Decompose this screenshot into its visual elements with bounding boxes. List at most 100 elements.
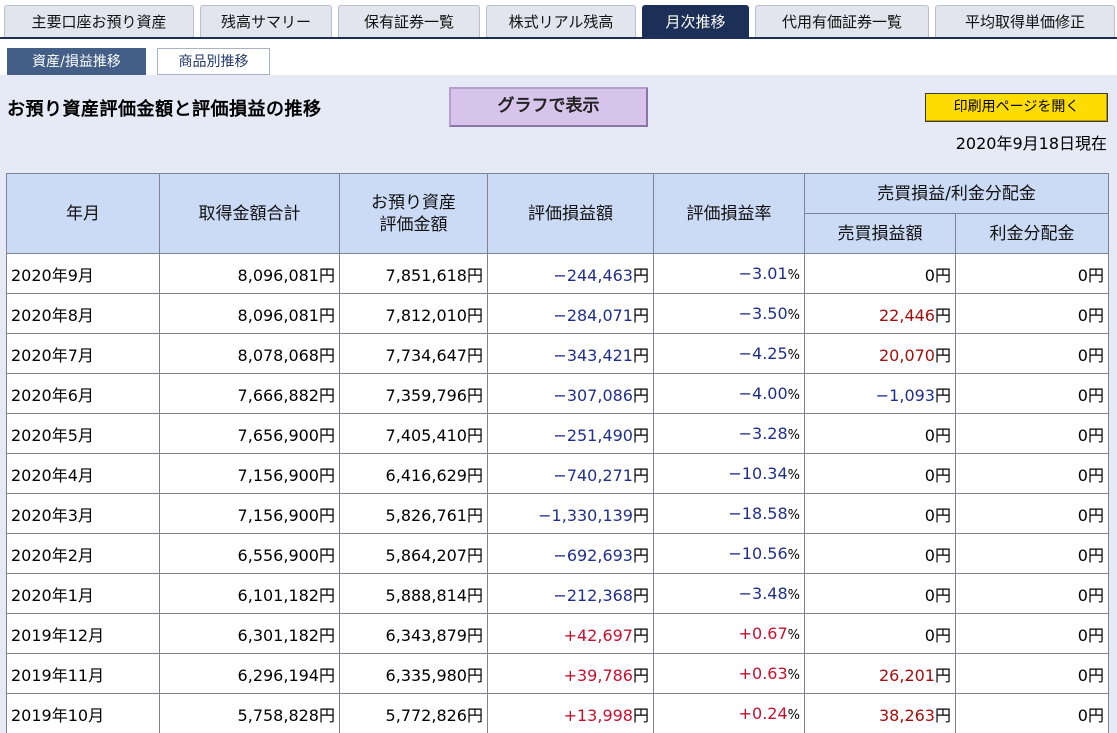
cell-unrealized-rate: −3.01% [653, 253, 805, 294]
cell-unrealized-rate-value: +0.24 [738, 704, 788, 723]
header-valuation: お預り資産 評価金額 [339, 173, 488, 254]
unit-label: 円 [318, 425, 335, 445]
tab-holdings-list[interactable]: 保有証券一覧 [338, 5, 480, 38]
cell-unrealized-pl: −343,421円 [487, 333, 654, 374]
unit-label: 円 [632, 425, 649, 445]
unit-label: 円 [632, 305, 649, 325]
unit-label: 円 [632, 345, 649, 365]
tab-monthly-trend[interactable]: 月次推移 [642, 5, 749, 38]
cell-acquisition: 7,656,900円 [159, 413, 340, 454]
header-unrealized-pl: 評価損益額 [487, 173, 654, 254]
open-print-page-button[interactable]: 印刷用ページを開く [925, 93, 1108, 122]
cell-valuation-value: 7,812,010 [385, 305, 467, 325]
show-graph-button[interactable]: グラフで表示 [449, 87, 648, 127]
cell-month-value: 2020年6月 [11, 385, 94, 405]
unit-label: 円 [934, 665, 951, 685]
cell-realized-pl-value: 22,446 [879, 305, 935, 325]
unit-label: 円 [934, 265, 951, 285]
page-title: お預り資産評価金額と評価損益の推移 [7, 99, 322, 120]
cell-realized-pl: 38,263円 [804, 693, 956, 733]
cell-valuation: 5,772,826円 [339, 693, 488, 733]
cell-acquisition: 6,556,900円 [159, 533, 340, 574]
cell-unrealized-rate: −4.25% [653, 333, 805, 374]
cell-valuation: 5,826,761円 [339, 493, 488, 534]
cell-dividend: 0円 [955, 533, 1109, 574]
cell-unrealized-pl: −692,693円 [487, 533, 654, 574]
tab-balance-summary[interactable]: 残高サマリー [200, 5, 332, 38]
unit-label: 円 [466, 305, 483, 325]
unit-label: 円 [466, 585, 483, 605]
cell-dividend: 0円 [955, 333, 1109, 374]
unit-label: 円 [632, 265, 649, 285]
cell-valuation-value: 6,416,629 [385, 465, 467, 485]
unit-label: 円 [1087, 545, 1104, 565]
unit-label: 円 [1087, 305, 1104, 325]
subtab-product-trend[interactable]: 商品別推移 [157, 48, 270, 75]
unit-label: 円 [934, 345, 951, 365]
cell-month-value: 2020年1月 [11, 585, 94, 605]
cell-unrealized-pl-value: +42,697 [563, 625, 633, 645]
unit-label: 円 [318, 585, 335, 605]
cell-realized-pl-value: 0 [924, 465, 935, 485]
unit-label: % [787, 548, 800, 563]
cell-dividend: 0円 [955, 413, 1109, 454]
tab-main-account-assets[interactable]: 主要口座お預り資産 [4, 5, 194, 38]
cell-realized-pl: 20,070円 [804, 333, 956, 374]
unit-label: 円 [934, 585, 951, 605]
cell-acquisition-value: 8,096,081 [237, 265, 319, 285]
cell-dividend-value: 0 [1077, 545, 1088, 565]
cell-dividend-value: 0 [1077, 305, 1088, 325]
tab-collateral-securities[interactable]: 代用有価証券一覧 [755, 5, 929, 38]
cell-dividend: 0円 [955, 293, 1109, 334]
cell-unrealized-rate-value: −10.56 [728, 544, 788, 563]
cell-unrealized-pl-value: −307,086 [553, 385, 633, 405]
table-row: 2020年5月 7,656,900円 7,405,410円 −251,490円 −3.2… [6, 413, 1109, 454]
unit-label: % [787, 468, 800, 483]
cell-month: 2019年10月 [6, 693, 160, 733]
cell-acquisition: 6,101,182円 [159, 573, 340, 614]
cell-valuation-value: 6,343,879 [385, 625, 467, 645]
cell-unrealized-rate-value: −3.01 [738, 264, 788, 283]
cell-month: 2020年5月 [6, 413, 160, 454]
cell-unrealized-pl-value: −1,330,139 [538, 505, 633, 525]
cell-unrealized-pl: +39,786円 [487, 653, 654, 694]
cell-month: 2020年7月 [6, 333, 160, 374]
cell-dividend: 0円 [955, 453, 1109, 494]
cell-realized-pl-value: 0 [924, 625, 935, 645]
subtab-asset-pl-trend[interactable]: 資産/損益推移 [7, 48, 146, 75]
tab-underline [0, 37, 1117, 39]
tab-average-cost-correction[interactable]: 平均取得単価修正 [935, 5, 1115, 38]
cell-month-value: 2020年8月 [11, 305, 94, 325]
unit-label: 円 [1087, 465, 1104, 485]
cell-acquisition: 8,096,081円 [159, 293, 340, 334]
cell-unrealized-rate-value: −4.00 [738, 384, 788, 403]
tab-stock-real-balance[interactable]: 株式リアル残高 [486, 5, 636, 38]
table-body: 2020年9月 8,096,081円 7,851,618円 −244,463円 −3.0… [6, 253, 1109, 733]
unit-label: 円 [318, 665, 335, 685]
cell-valuation-value: 6,335,980 [385, 665, 467, 685]
header-month: 年月 [6, 173, 160, 254]
cell-month-value: 2020年9月 [11, 265, 94, 285]
cell-acquisition: 6,296,194円 [159, 653, 340, 694]
cell-month: 2020年2月 [6, 533, 160, 574]
cell-unrealized-pl: −244,463円 [487, 253, 654, 294]
cell-acquisition-value: 7,666,882 [237, 385, 319, 405]
cell-acquisition-value: 6,556,900 [237, 545, 319, 565]
table-row: 2020年4月 7,156,900円 6,416,629円 −740,271円 −10.… [6, 453, 1109, 494]
cell-month: 2020年4月 [6, 453, 160, 494]
unit-label: 円 [632, 705, 649, 725]
cell-unrealized-rate: −3.50% [653, 293, 805, 334]
cell-acquisition-value: 7,156,900 [237, 465, 319, 485]
unit-label: 円 [1087, 665, 1104, 685]
unit-label: 円 [318, 345, 335, 365]
unit-label: 円 [632, 625, 649, 645]
table-row: 2020年9月 8,096,081円 7,851,618円 −244,463円 −3.0… [6, 253, 1109, 294]
cell-valuation: 6,416,629円 [339, 453, 488, 494]
unit-label: 円 [318, 305, 335, 325]
cell-realized-pl-value: 0 [924, 585, 935, 605]
unit-label: 円 [1087, 345, 1104, 365]
cell-dividend: 0円 [955, 613, 1109, 654]
cell-dividend-value: 0 [1077, 705, 1088, 725]
cell-unrealized-pl: −284,071円 [487, 293, 654, 334]
monthly-history-table: 年月 取得金額合計 お預り資産 評価金額 評価損益額 評価損益率 売買損益/利金… [6, 173, 1109, 733]
